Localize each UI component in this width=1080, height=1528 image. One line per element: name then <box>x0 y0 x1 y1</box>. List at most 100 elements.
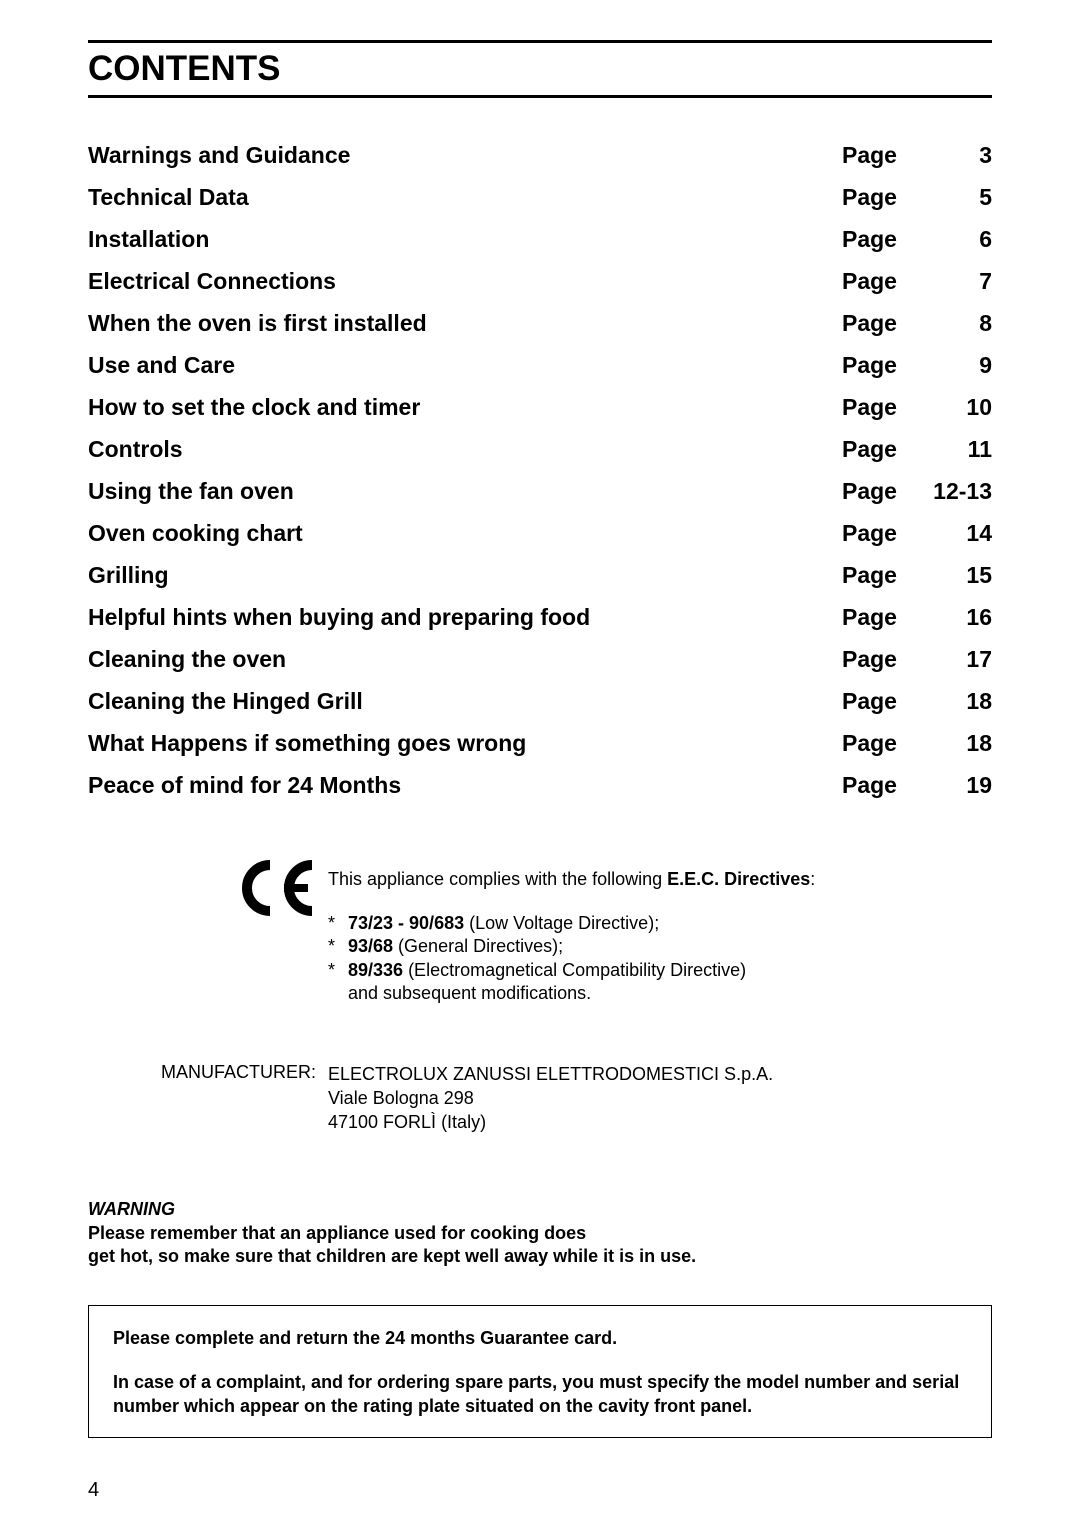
toc-item-title: Using the fan oven <box>88 478 842 505</box>
toc-page-label: Page <box>842 184 922 211</box>
toc-row: Using the fan ovenPage12-13 <box>88 478 992 505</box>
notice-box: Please complete and return the 24 months… <box>88 1305 992 1438</box>
toc-row: Helpful hints when buying and preparing … <box>88 604 992 631</box>
toc-item-title: Controls <box>88 436 842 463</box>
table-of-contents: Warnings and GuidancePage3Technical Data… <box>88 142 992 799</box>
toc-item-title: Peace of mind for 24 Months <box>88 772 842 799</box>
toc-page-number: 15 <box>922 562 992 589</box>
toc-page-label: Page <box>842 604 922 631</box>
toc-row: Cleaning the ovenPage17 <box>88 646 992 673</box>
compliance-intro: This appliance complies with the followi… <box>328 869 815 890</box>
directive-bullet: * <box>328 912 348 935</box>
toc-row: Warnings and GuidancePage3 <box>88 142 992 169</box>
manufacturer-body: ELECTROLUX ZANUSSI ELETTRODOMESTICI S.p.… <box>328 1062 773 1135</box>
toc-page-number: 18 <box>922 688 992 715</box>
directive-code: 89/336 <box>348 960 403 980</box>
toc-item-title: How to set the clock and timer <box>88 394 842 421</box>
directive-bullet: * <box>328 935 348 958</box>
directive-text: 89/336 (Electromagnetical Compatibility … <box>348 959 815 1006</box>
toc-item-title: Electrical Connections <box>88 268 842 295</box>
toc-page-label: Page <box>842 772 922 799</box>
toc-row: When the oven is first installedPage8 <box>88 310 992 337</box>
toc-item-title: What Happens if something goes wrong <box>88 730 842 757</box>
toc-page-label: Page <box>842 562 922 589</box>
manufacturer-label: MANUFACTURER: <box>88 1062 328 1135</box>
toc-item-title: Helpful hints when buying and preparing … <box>88 604 842 631</box>
toc-page-number: 5 <box>922 184 992 211</box>
toc-item-title: Warnings and Guidance <box>88 142 842 169</box>
toc-page-number: 17 <box>922 646 992 673</box>
toc-row: Use and CarePage9 <box>88 352 992 379</box>
toc-page-label: Page <box>842 730 922 757</box>
toc-page-number: 18 <box>922 730 992 757</box>
directive-item: *73/23 - 90/683 (Low Voltage Directive); <box>328 912 815 935</box>
toc-page-label: Page <box>842 310 922 337</box>
toc-page-label: Page <box>842 646 922 673</box>
notice-paragraph-2: In case of a complaint, and for ordering… <box>113 1370 967 1419</box>
toc-page-number: 3 <box>922 142 992 169</box>
toc-item-title: Cleaning the oven <box>88 646 842 673</box>
toc-page-label: Page <box>842 226 922 253</box>
notice-paragraph-1: Please complete and return the 24 months… <box>113 1326 967 1350</box>
directive-text: 93/68 (General Directives); <box>348 935 815 958</box>
toc-page-number: 16 <box>922 604 992 631</box>
ce-mark-icon <box>234 859 316 917</box>
toc-item-title: Cleaning the Hinged Grill <box>88 688 842 715</box>
toc-page-number: 9 <box>922 352 992 379</box>
toc-page-number: 6 <box>922 226 992 253</box>
directive-item: *93/68 (General Directives); <box>328 935 815 958</box>
directive-code: 73/23 - 90/683 <box>348 913 464 933</box>
header-rule-top <box>88 40 992 43</box>
directive-item: *89/336 (Electromagnetical Compatibility… <box>328 959 815 1006</box>
warning-block: WARNING Please remember that an applianc… <box>88 1198 992 1268</box>
toc-row: What Happens if something goes wrongPage… <box>88 730 992 757</box>
compliance-section: This appliance complies with the followi… <box>88 869 992 1006</box>
directive-text: 73/23 - 90/683 (Low Voltage Directive); <box>348 912 815 935</box>
toc-page-label: Page <box>842 394 922 421</box>
directive-list: *73/23 - 90/683 (Low Voltage Directive);… <box>328 912 815 1006</box>
page-number: 4 <box>88 1479 99 1502</box>
toc-row: Peace of mind for 24 MonthsPage19 <box>88 772 992 799</box>
toc-item-title: Use and Care <box>88 352 842 379</box>
manufacturer-block: MANUFACTURER: ELECTROLUX ZANUSSI ELETTRO… <box>88 1062 992 1135</box>
compliance-text: This appliance complies with the followi… <box>328 869 815 1006</box>
toc-page-label: Page <box>842 688 922 715</box>
header-rule-bottom <box>88 95 992 98</box>
toc-page-label: Page <box>842 352 922 379</box>
toc-page-label: Page <box>842 436 922 463</box>
compliance-intro-bold: E.E.C. Directives <box>667 869 810 889</box>
toc-item-title: Grilling <box>88 562 842 589</box>
warning-heading: WARNING <box>88 1198 992 1221</box>
toc-page-label: Page <box>842 268 922 295</box>
toc-row: Cleaning the Hinged GrillPage18 <box>88 688 992 715</box>
toc-page-number: 12-13 <box>922 478 992 505</box>
toc-page-number: 10 <box>922 394 992 421</box>
toc-page-number: 11 <box>922 436 992 463</box>
toc-page-number: 19 <box>922 772 992 799</box>
toc-item-title: Installation <box>88 226 842 253</box>
warning-body: Please remember that an appliance used f… <box>88 1222 992 1269</box>
toc-page-number: 8 <box>922 310 992 337</box>
toc-item-title: When the oven is first installed <box>88 310 842 337</box>
directive-code: 93/68 <box>348 936 393 956</box>
toc-row: Oven cooking chartPage14 <box>88 520 992 547</box>
ce-mark-container <box>88 869 328 1006</box>
contents-heading: CONTENTS <box>88 49 992 93</box>
toc-row: ControlsPage11 <box>88 436 992 463</box>
toc-row: Technical DataPage5 <box>88 184 992 211</box>
toc-page-number: 14 <box>922 520 992 547</box>
toc-row: InstallationPage6 <box>88 226 992 253</box>
toc-item-title: Technical Data <box>88 184 842 211</box>
toc-item-title: Oven cooking chart <box>88 520 842 547</box>
toc-row: How to set the clock and timerPage10 <box>88 394 992 421</box>
toc-page-label: Page <box>842 520 922 547</box>
toc-page-label: Page <box>842 142 922 169</box>
toc-page-number: 7 <box>922 268 992 295</box>
document-page: CONTENTS Warnings and GuidancePage3Techn… <box>0 0 1080 1528</box>
compliance-intro-prefix: This appliance complies with the followi… <box>328 869 667 889</box>
toc-page-label: Page <box>842 478 922 505</box>
toc-row: GrillingPage15 <box>88 562 992 589</box>
toc-row: Electrical ConnectionsPage7 <box>88 268 992 295</box>
compliance-intro-suffix: : <box>810 869 815 889</box>
directive-bullet: * <box>328 959 348 982</box>
